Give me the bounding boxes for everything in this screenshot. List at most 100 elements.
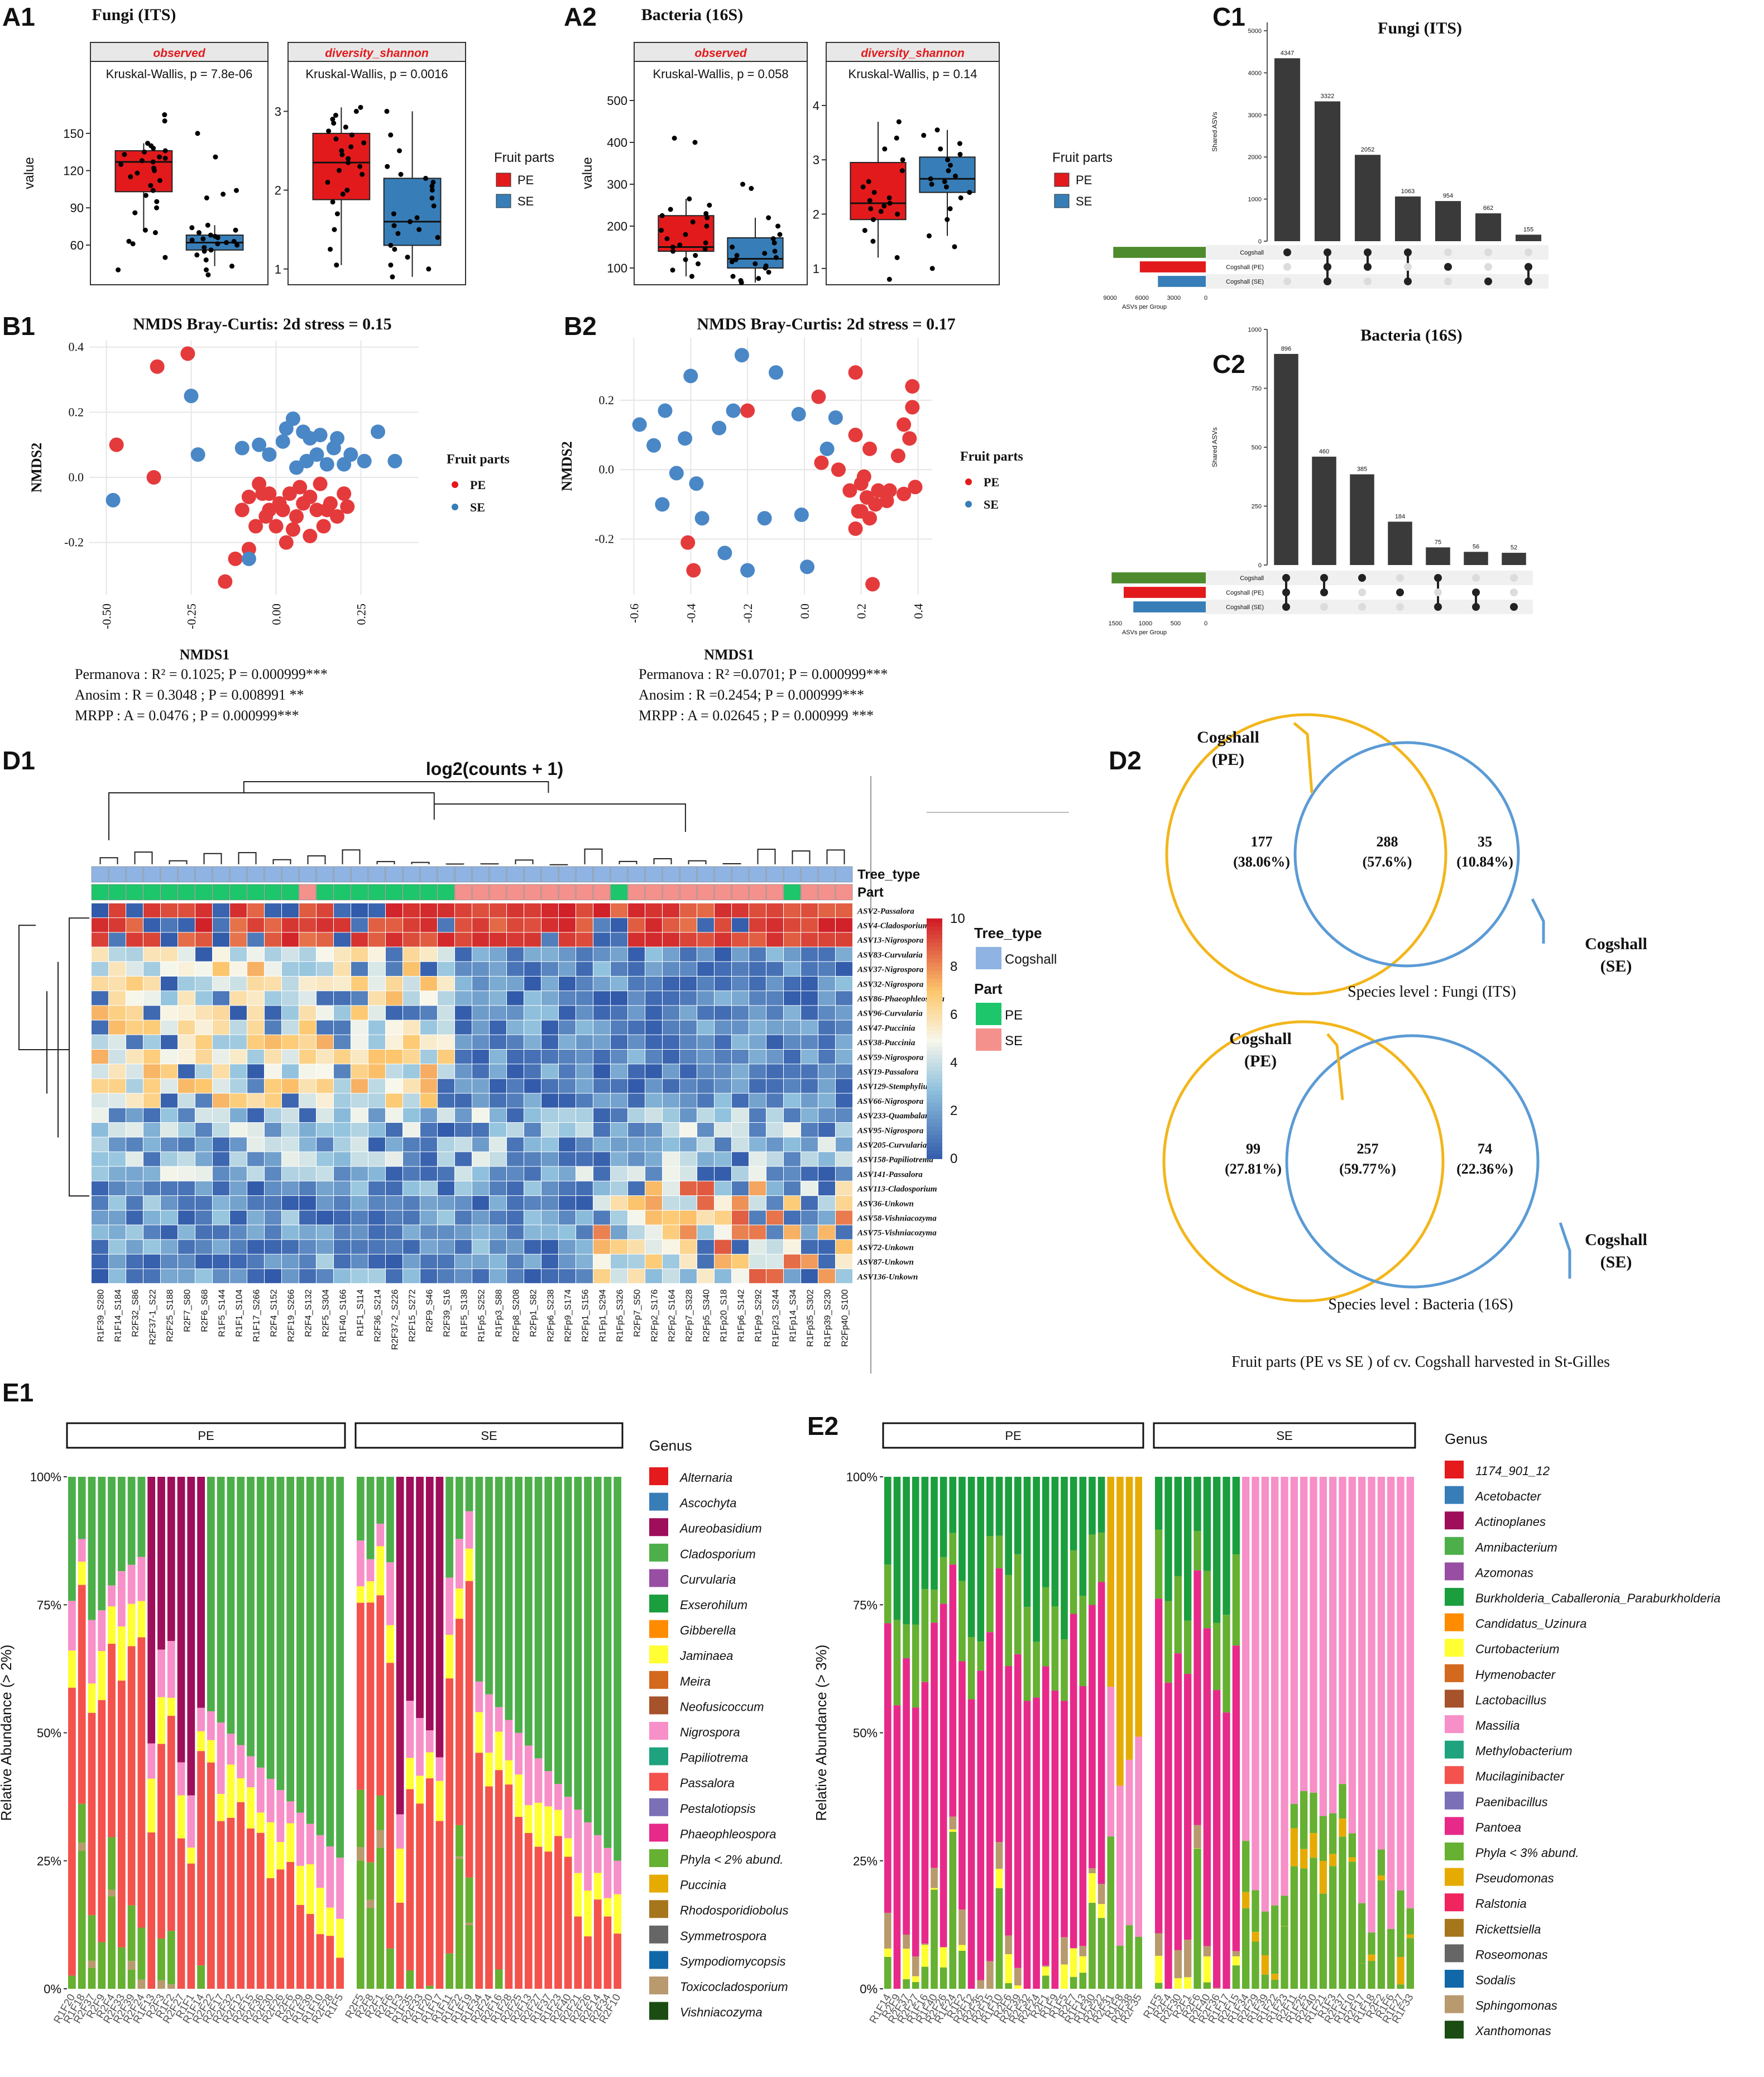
column-label: R1Fp39_S230	[823, 1289, 833, 1347]
heatmap-cell	[611, 1108, 627, 1122]
bar-segment-Curtobacterium	[903, 1949, 910, 1979]
heatmap-cell	[576, 1137, 593, 1152]
heatmap-cell	[472, 1137, 489, 1152]
bar-segment-Cladosporium	[475, 1477, 483, 1682]
annotation-part	[368, 884, 386, 901]
bar-segment-Toxicocladosporium	[357, 1847, 365, 1861]
legend-swatch-Passalora	[649, 1773, 668, 1791]
bar-segment-Burkholderia_Caballeronia_Paraburkholderia	[931, 1477, 938, 1590]
heatmap-cell	[680, 903, 697, 918]
heatmap-cell	[490, 1123, 506, 1137]
heatmap-cell	[749, 1181, 766, 1195]
annotation-label: Part	[857, 885, 884, 900]
annotation-part	[126, 884, 143, 901]
heatmap-cell	[784, 1079, 800, 1093]
heatmap-cell	[576, 932, 593, 947]
heatmap-cell	[455, 1093, 472, 1108]
bar-segment-Nigrospora	[147, 1743, 156, 1779]
y-tick-label: -0.2	[64, 535, 84, 549]
bar-segment-Cladosporium	[266, 1477, 275, 1779]
row-label: ASV158-Papiliotrema	[857, 1156, 933, 1165]
heatmap-cell	[680, 1064, 697, 1079]
point-PE	[109, 437, 124, 452]
heatmap-cell	[524, 903, 541, 918]
bar-segment-rest	[376, 1848, 385, 1989]
heatmap-cell	[611, 1050, 627, 1064]
bar-segment-Nigrospora	[396, 1814, 404, 1849]
scale-gradient	[927, 974, 942, 979]
heatmap-cell	[438, 1050, 454, 1064]
column-label: R2F25_S188	[166, 1289, 175, 1342]
heatmap-cell	[317, 1166, 333, 1181]
heatmap-cell	[801, 947, 818, 961]
bar	[1435, 201, 1461, 241]
heatmap-cell	[559, 961, 576, 976]
bar-segment-Sphingomonas	[1203, 1946, 1211, 1957]
dendrogram-branch	[169, 860, 188, 864]
callout-line-PE	[1293, 722, 1314, 793]
heatmap-cell	[282, 991, 299, 1006]
bar-segment-Phyla < 2% abund.	[127, 1905, 136, 1961]
heatmap-cell	[524, 1050, 541, 1064]
bar-segment-Curtobacterium	[1184, 1977, 1192, 1989]
data-point	[145, 141, 150, 146]
heatmap-cell	[490, 1225, 506, 1240]
bar-value-label: 52	[1511, 544, 1517, 551]
bar-segment-Burkholderia_Caballeronia_Paraburkholderia	[1005, 1477, 1012, 1575]
heatmap-cell	[559, 1093, 576, 1108]
heatmap-cell	[697, 1006, 714, 1020]
heatmap-cell	[559, 918, 576, 932]
row-label: ASV129-Stemphylium	[857, 1083, 934, 1092]
bar	[1464, 552, 1488, 565]
bar-segment-Nigrospora	[613, 1860, 621, 1894]
bar-segment-Toxicocladosporium	[137, 1979, 146, 1989]
heatmap-cell	[455, 1152, 472, 1166]
heatmap-cell	[317, 977, 333, 991]
heatmap-cell	[455, 1006, 472, 1020]
y-tick-label: 250	[1252, 504, 1262, 510]
column-label: R2Fp7_S328	[685, 1289, 694, 1342]
legend-swatch-Toxicocladosporium	[649, 1976, 668, 1994]
data-point	[224, 240, 229, 245]
heatmap-cell	[715, 1035, 731, 1049]
facet-strip	[66, 1422, 346, 1449]
heatmap-cell	[801, 1093, 818, 1108]
data-point	[189, 225, 195, 231]
bar-segment-Jaminaea	[456, 1588, 463, 1619]
bar-segment-Passalora	[336, 1958, 344, 1989]
data-point	[333, 112, 338, 118]
heatmap-cell	[749, 1166, 766, 1181]
column-label: R2F6_S68	[200, 1289, 210, 1332]
bar-segment-Pseudomonas	[1368, 1954, 1375, 1961]
data-point	[740, 181, 746, 187]
heatmap-cell	[490, 1006, 506, 1020]
bar-segment-Phyla < 2% abund.	[366, 1862, 375, 1900]
heatmap-cell	[368, 1079, 385, 1093]
heatmap-cell	[403, 1064, 420, 1079]
bar-segment-Passalora	[237, 1802, 245, 1989]
matrix-dot-on	[1472, 588, 1480, 596]
heatmap-cell	[697, 1225, 714, 1240]
heatmap-cell	[438, 1108, 454, 1122]
bar-segment-Passalora	[456, 1619, 463, 1825]
bar-segment-Curtobacterium	[1061, 1964, 1068, 1989]
heatmap-cell	[836, 1020, 852, 1035]
heatmap-cell	[230, 1210, 247, 1225]
heatmap-cell	[715, 977, 731, 991]
data-point	[142, 227, 148, 233]
bar-segment-Massilia	[1271, 1477, 1279, 1906]
column-label: R2Fp2_S176	[650, 1289, 660, 1342]
y-tick-label: 0.0	[599, 462, 615, 476]
point-PE	[868, 497, 883, 512]
data-point	[947, 206, 953, 212]
bar-segment-Jaminaea	[534, 1802, 543, 1847]
heatmap-cell	[265, 1225, 281, 1240]
bar-segment-Phyla < 2% abund.	[78, 1803, 86, 1843]
bar-segment-Massilia	[1116, 1786, 1124, 1946]
set-label: Cogshall (SE)	[1226, 604, 1264, 611]
heatmap-cell	[351, 1254, 368, 1269]
heatmap-cell	[438, 1079, 454, 1093]
heatmap-cell	[317, 1108, 333, 1122]
heatmap-cell	[628, 1181, 645, 1195]
heatmap-cell	[836, 1079, 852, 1093]
